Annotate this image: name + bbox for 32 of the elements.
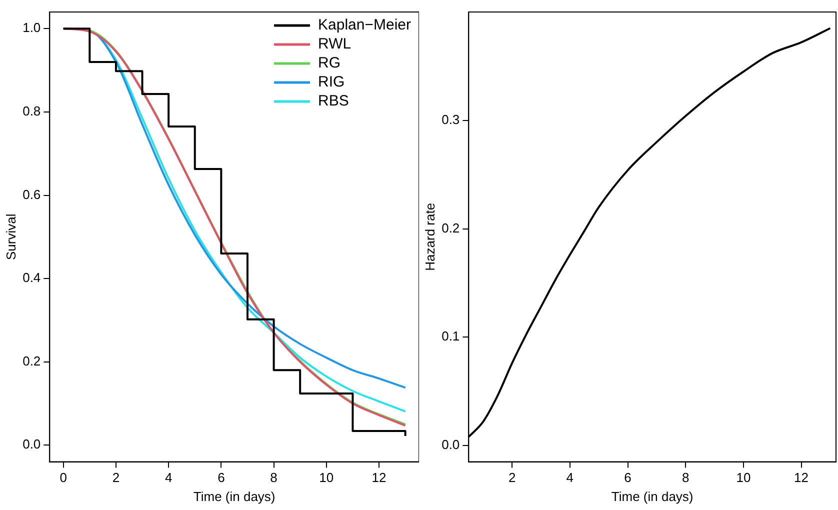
x-tick-label: 6 (218, 470, 225, 486)
x-tick-label: 8 (270, 470, 278, 486)
x-tick-label: 10 (736, 470, 751, 486)
x-tick-label: 12 (372, 470, 386, 486)
x-tick-label: 2 (508, 470, 516, 486)
x-tick-label: 0 (60, 470, 67, 486)
x-tick-label: 4 (164, 470, 172, 486)
y-tick-label: 0.6 (22, 186, 41, 202)
y-tick-label: 1.0 (22, 20, 41, 36)
x-tick-label: 6 (624, 470, 632, 486)
legend-label: RBS (318, 92, 349, 110)
y-tick-label: 0.0 (442, 437, 460, 452)
x-tick-label: 10 (319, 470, 334, 486)
legend-label: RG (318, 54, 341, 72)
x-tick-label: 12 (794, 470, 809, 486)
x-axis-title: Time (in days) (611, 488, 694, 504)
x-axis-title: Time (in days) (193, 488, 276, 504)
x-tick-label: 4 (566, 470, 574, 486)
y-tick-label: 0.4 (22, 270, 41, 286)
y-tick-label: 0.2 (22, 353, 41, 368)
y-axis-title: Survival (3, 214, 18, 260)
legend-label: Kaplan−Meier (318, 16, 412, 34)
x-tick-label: 2 (112, 470, 120, 486)
y-tick-label: 0.1 (442, 328, 460, 344)
y-axis-title: Hazard rate (422, 202, 438, 271)
y-tick-label: 0.8 (22, 104, 41, 119)
x-tick-label: 8 (682, 470, 690, 486)
y-tick-label: 0.0 (22, 436, 41, 452)
legend-label: RWL (318, 36, 352, 53)
legend-label: RIG (318, 74, 345, 91)
y-tick-label: 0.2 (442, 220, 460, 236)
y-tick-label: 0.3 (442, 112, 460, 127)
